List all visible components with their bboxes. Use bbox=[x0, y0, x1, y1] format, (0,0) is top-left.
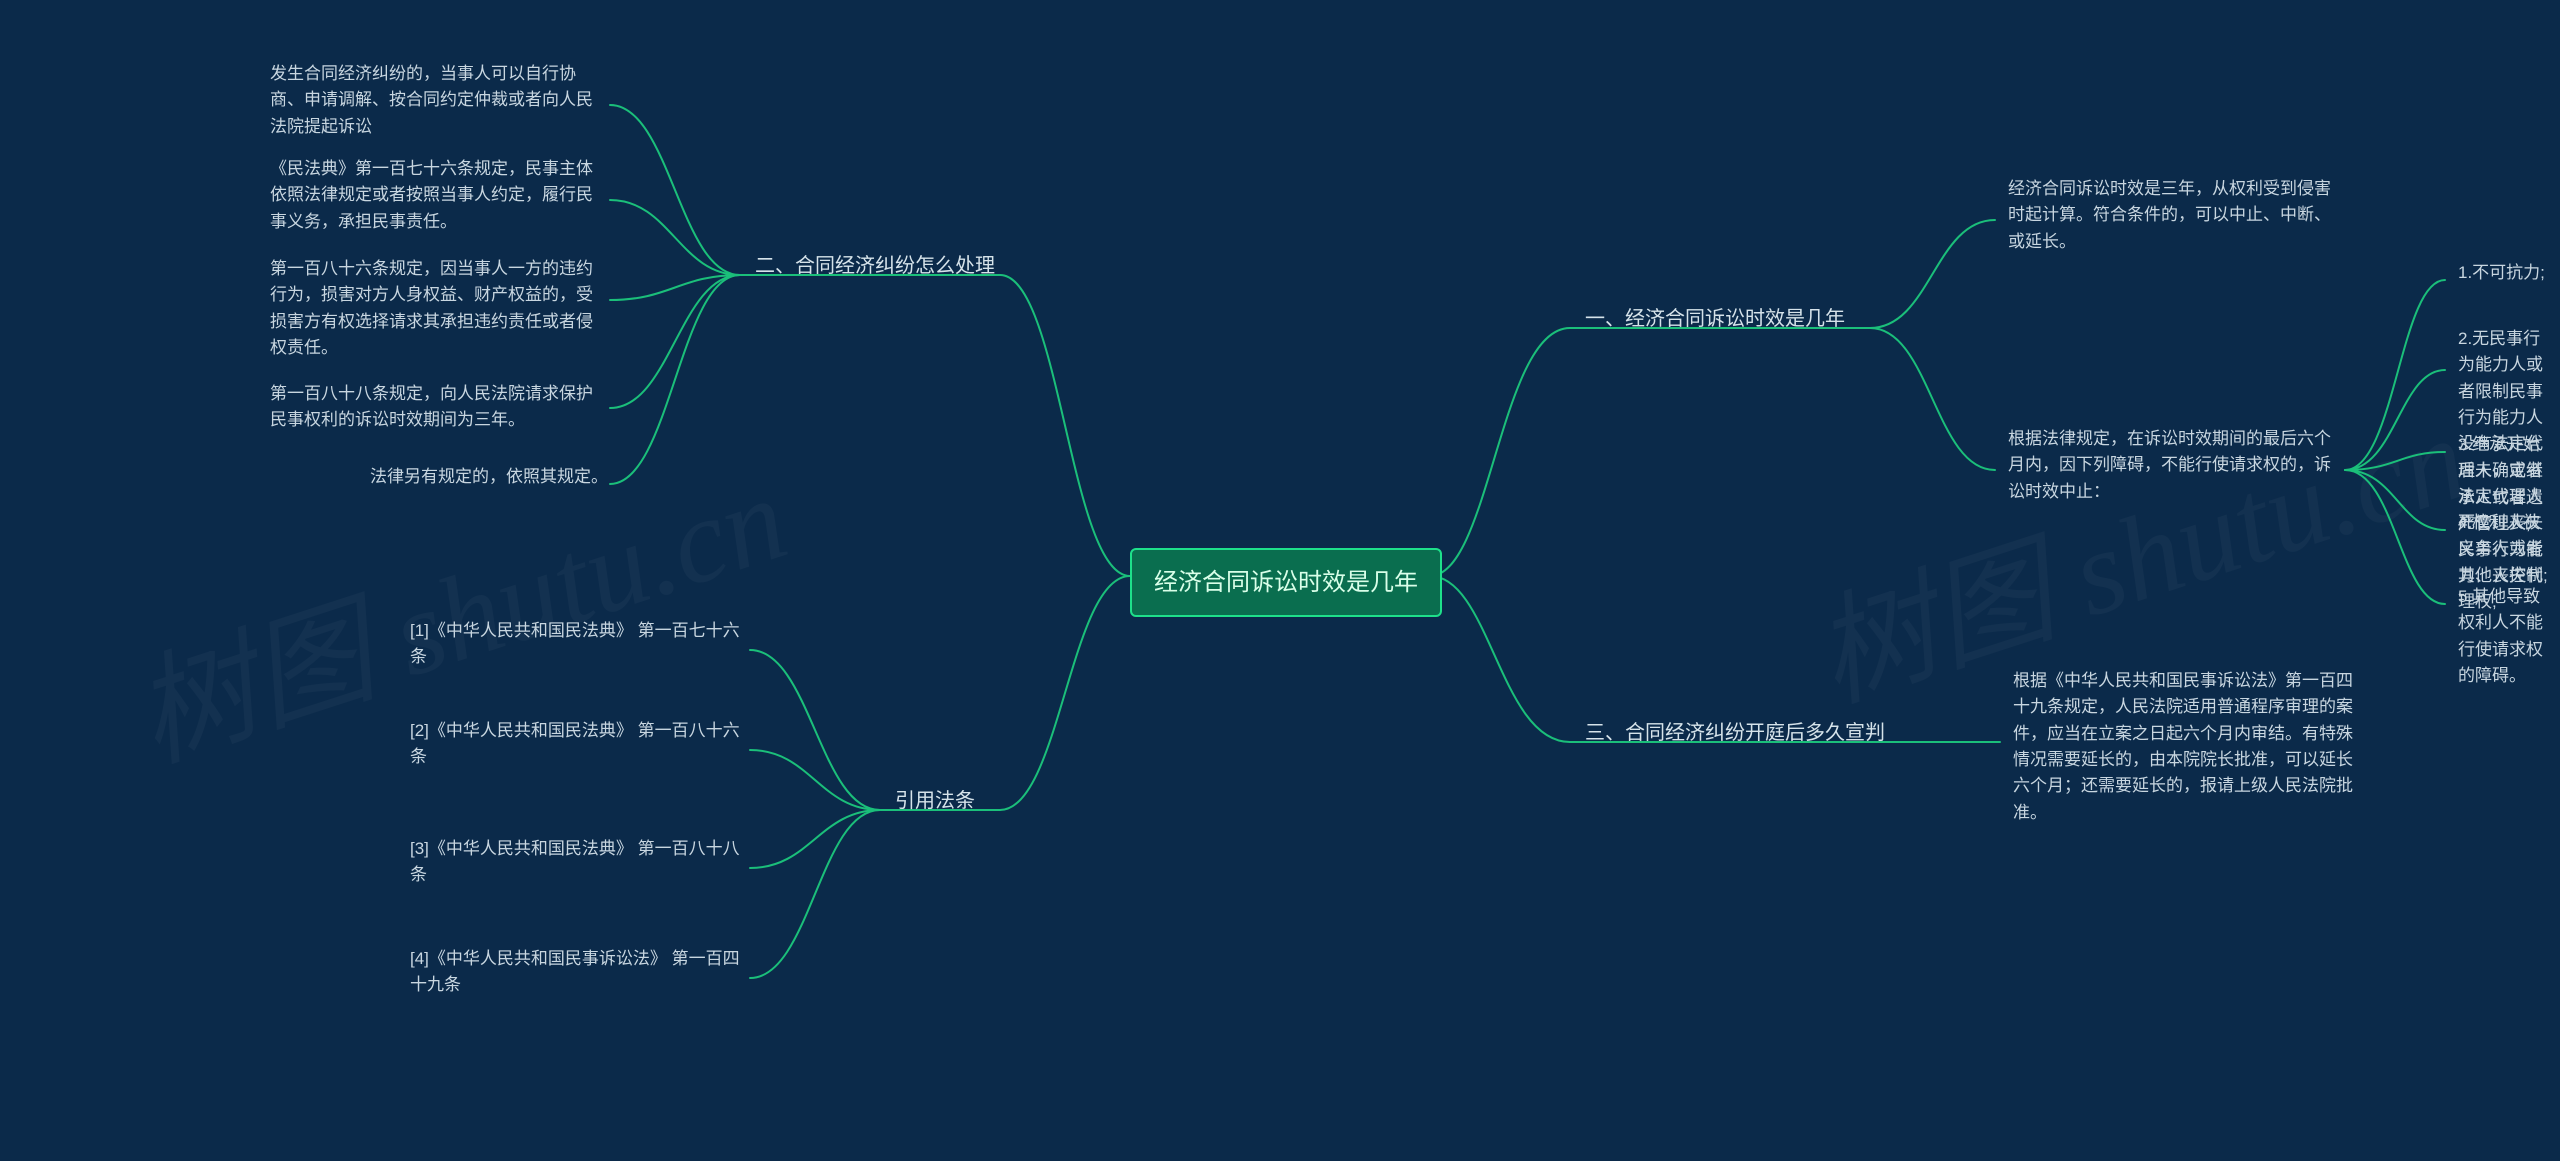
edge bbox=[1870, 328, 1995, 470]
edge bbox=[750, 650, 880, 810]
leaf-l2a[interactable]: [1]《中华人民共和国民法典》 第一百七十六条 bbox=[400, 612, 752, 677]
mindmap-canvas: 树图 shutu.cn 树图 shutu.cn bbox=[0, 0, 2560, 1161]
edge bbox=[2345, 370, 2445, 470]
leaf-l1d[interactable]: 第一百八十八条规定，向人民法院请求保护民事权利的诉讼时效期间为三年。 bbox=[260, 375, 610, 440]
leaf-l2b[interactable]: [2]《中华人民共和国民法典》 第一百八十六条 bbox=[400, 712, 752, 777]
edge bbox=[750, 750, 880, 810]
edge bbox=[750, 810, 880, 978]
edge bbox=[1430, 328, 1570, 576]
edge bbox=[1430, 576, 1570, 742]
leaf-l1e[interactable]: 法律另有规定的，依照其规定。 bbox=[360, 458, 618, 496]
branch-r1[interactable]: 一、经济合同诉讼时效是几年 bbox=[1575, 298, 1855, 341]
leaf-l2c[interactable]: [3]《中华人民共和国民法典》 第一百八十八条 bbox=[400, 830, 752, 895]
branch-r2[interactable]: 三、合同经济纠纷开庭后多久宣判 bbox=[1575, 712, 1895, 755]
leaf-r1b5[interactable]: 5.其他导致权利人不能行使请求权的障碍。 bbox=[2448, 578, 2560, 695]
edge bbox=[610, 275, 740, 484]
leaf-l1a[interactable]: 发生合同经济纠纷的，当事人可以自行协商、申请调解、按合同约定仲裁或者向人民法院提… bbox=[260, 55, 610, 146]
edge bbox=[2345, 280, 2445, 470]
edge bbox=[2345, 470, 2445, 530]
edge bbox=[1000, 576, 1130, 810]
leaf-r1b1[interactable]: 1.不可抗力; bbox=[2448, 254, 2555, 292]
edge bbox=[610, 105, 740, 275]
edge bbox=[610, 275, 740, 408]
leaf-r1a[interactable]: 经济合同诉讼时效是三年，从权利受到侵害时起计算。符合条件的，可以中止、中断、或延… bbox=[1998, 170, 2350, 261]
branch-l1[interactable]: 二、合同经济纠纷怎么处理 bbox=[745, 245, 1005, 288]
leaf-r2a[interactable]: 根据《中华人民共和国民事诉讼法》第一百四十九条规定，人民法院适用普通程序审理的案… bbox=[2003, 662, 2363, 832]
edge bbox=[610, 275, 740, 300]
edge bbox=[2345, 470, 2445, 604]
edge bbox=[2345, 452, 2445, 470]
edge bbox=[1000, 275, 1130, 576]
edge bbox=[610, 200, 740, 275]
branch-l2[interactable]: 引用法条 bbox=[885, 780, 985, 823]
center-node[interactable]: 经济合同诉讼时效是几年 bbox=[1130, 548, 1442, 617]
leaf-l2d[interactable]: [4]《中华人民共和国民事诉讼法》 第一百四十九条 bbox=[400, 940, 752, 1005]
edge bbox=[750, 810, 880, 868]
leaf-r1b[interactable]: 根据法律规定，在诉讼时效期间的最后六个月内，因下列障碍，不能行使请求权的，诉讼时… bbox=[1998, 420, 2350, 511]
leaf-l1b[interactable]: 《民法典》第一百七十六条规定，民事主体依照法律规定或者按照当事人约定，履行民事义… bbox=[260, 150, 610, 241]
edge bbox=[1870, 220, 1995, 328]
leaf-l1c[interactable]: 第一百八十六条规定，因当事人一方的违约行为，损害对方人身权益、财产权益的，受损害… bbox=[260, 250, 610, 367]
